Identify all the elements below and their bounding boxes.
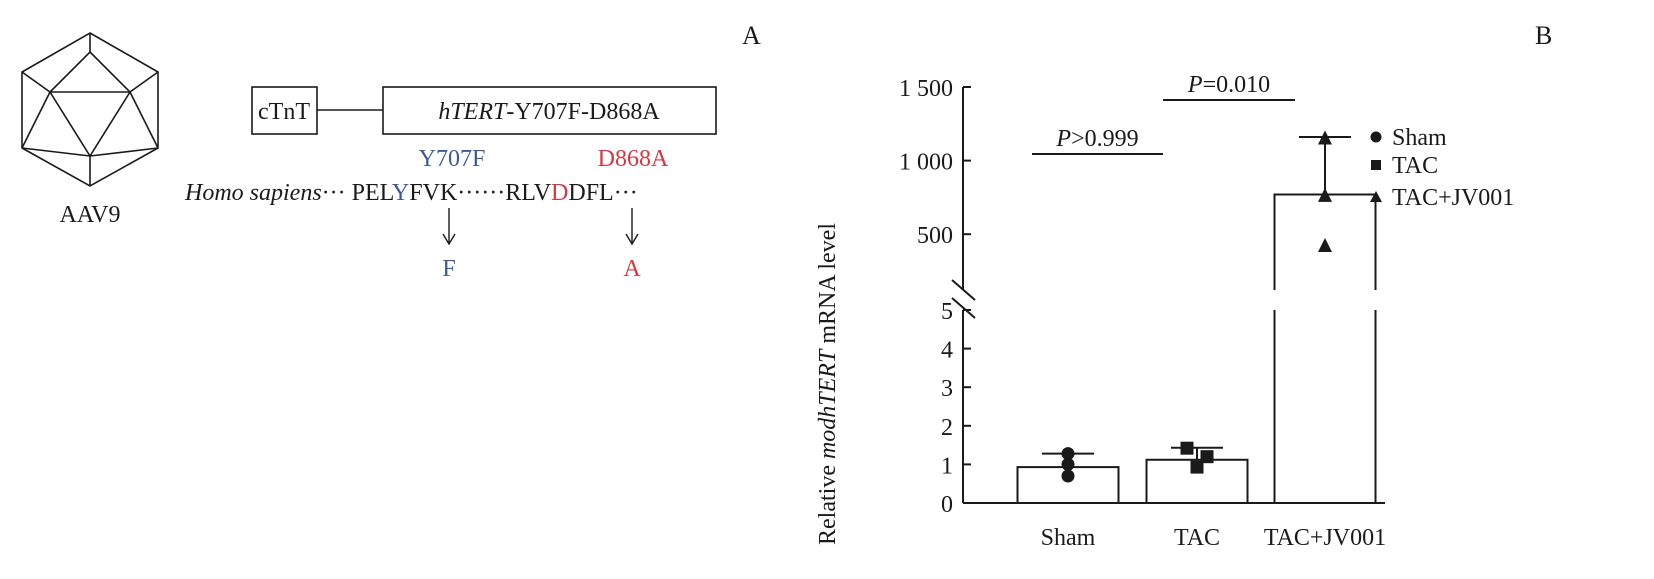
- y-tick-label: 2: [941, 415, 953, 441]
- y-tick-label: 4: [941, 338, 953, 364]
- x-tick-label: TAC: [1174, 525, 1220, 551]
- axis-break-mark: [951, 297, 976, 319]
- axis-break-mark: [951, 279, 976, 301]
- capsid-label: AAV9: [60, 202, 121, 228]
- data-point-square: [1180, 441, 1194, 455]
- y-tick-label: 3: [941, 376, 953, 402]
- data-point-circle: [1061, 447, 1075, 461]
- y-tick-label: 1 500: [899, 76, 953, 102]
- legend-triangle-icon: [1370, 191, 1382, 202]
- panel-label-a: A: [742, 21, 761, 50]
- x-tick-label: Sham: [1041, 525, 1096, 551]
- y-tick-label: 1: [941, 453, 953, 479]
- substitution2: A: [623, 256, 641, 282]
- arrow-down-icon: [625, 208, 639, 246]
- gene-label: hTERT-Y707F-D868A: [438, 99, 660, 125]
- p-value-label: P=0.010: [1187, 72, 1270, 98]
- y-tick-label: 1 000: [899, 150, 953, 176]
- legend-entry: Sham: [1392, 125, 1447, 151]
- data-point-triangle: [1318, 187, 1332, 202]
- mutation1-label: Y707F: [419, 146, 486, 172]
- p-value-label: P>0.999: [1055, 126, 1138, 152]
- y-tick-label: 0: [941, 492, 953, 518]
- y-tick-label: 500: [917, 223, 953, 249]
- sequence-line: Homo sapiens··· PELYFVK······RLVDDFL···: [184, 180, 638, 206]
- data-point-triangle: [1318, 130, 1332, 145]
- panel-label-b: B: [1535, 21, 1552, 50]
- legend-entry: TAC: [1392, 153, 1438, 179]
- gene-box: [382, 86, 717, 135]
- y-tick-label: 5: [941, 299, 953, 325]
- arrow-down-icon: [442, 208, 456, 246]
- y-axis-label: Relative modhTERT mRNA level: [815, 223, 841, 545]
- data-point-circle: [1061, 457, 1075, 471]
- x-tick-label: TAC+JV001: [1264, 525, 1386, 551]
- promoter-label: cTnT: [258, 99, 310, 125]
- legend-square-icon: [1371, 160, 1381, 170]
- aav9-capsid-icon: [21, 32, 159, 187]
- data-point-square: [1190, 460, 1204, 474]
- substitution1: F: [442, 256, 455, 282]
- data-point-circle: [1061, 469, 1075, 483]
- data-point-square: [1200, 450, 1214, 464]
- legend-entry: TAC+JV001: [1392, 185, 1514, 211]
- mutation2-label: D868A: [598, 146, 669, 172]
- legend-circle-icon: [1370, 131, 1382, 143]
- data-point-triangle: [1318, 237, 1332, 252]
